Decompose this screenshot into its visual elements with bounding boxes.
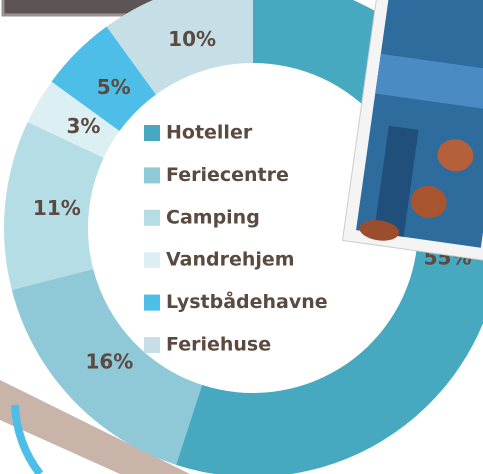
legend-swatch: [144, 295, 160, 311]
value-label: 11%: [33, 196, 81, 220]
legend-swatch: [144, 125, 160, 141]
value-label: 10%: [168, 27, 216, 51]
value-label: 3%: [66, 114, 100, 138]
legend-label: Camping: [166, 206, 260, 228]
legend-label: Hoteller: [166, 122, 253, 144]
legend-label: Feriecentre: [166, 164, 289, 186]
value-label: 5%: [97, 75, 131, 99]
legend-swatch: [144, 167, 160, 183]
page: {"chart_data": {"type": "donut", "catego…: [0, 0, 483, 474]
legend-swatch: [144, 210, 160, 226]
legend-label: Vandrehjem: [166, 249, 295, 271]
infographic: 55%16%11%3%5%10%HotellerFeriecentreCampi…: [0, 0, 483, 474]
legend-label: Lystbådehavne: [166, 289, 328, 313]
legend-swatch: [144, 252, 160, 268]
legend-swatch: [144, 337, 160, 353]
legend-label: Feriehuse: [166, 334, 271, 356]
value-label: 16%: [85, 349, 133, 373]
